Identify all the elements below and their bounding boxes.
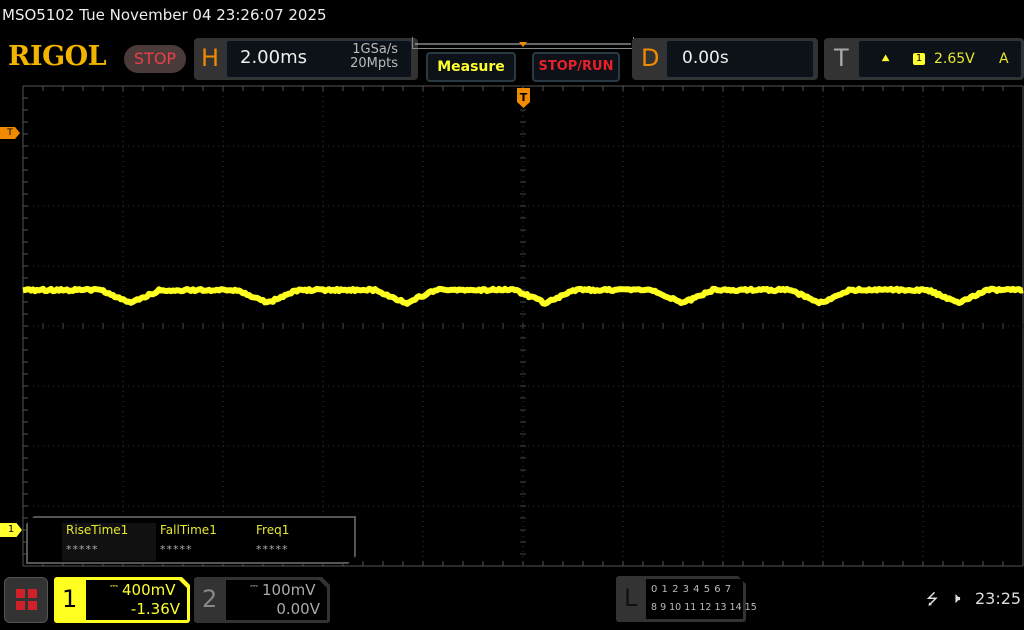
usb-icon: ⭍ [926,589,939,614]
channel2-number: 2 [202,585,217,613]
channel1-scale[interactable]: ⎓ 400mV [110,581,176,599]
measurement-falltime[interactable]: FallTime1 ***** [156,523,250,561]
measurement-panel: RiseTime1 ***** FallTime1 ***** Freq1 ***** [26,516,356,564]
logic-row-2: 8 9 10 11 12 13 14 15 [651,602,757,613]
clock: 23:25 [975,589,1021,608]
channel2-scale[interactable]: ⎓ 100mV [250,581,316,599]
measurement-value: ***** [66,543,156,556]
menu-icon[interactable] [4,577,48,623]
channel2-offset[interactable]: 0.00V [260,600,320,618]
measurement-risetime[interactable]: RiseTime1 ***** [62,523,156,561]
speaker-muted-icon[interactable]: 🕨 [951,589,960,607]
measurement-value: ***** [256,543,346,556]
measurement-value: ***** [160,543,250,556]
logic-label: L [624,584,637,612]
measurement-freq[interactable]: Freq1 ***** [252,523,346,561]
measurement-name: FallTime1 [160,523,250,537]
channel1-scale-value: 400mV [122,581,176,599]
dc-coupling-icon: ⎓ [110,581,118,592]
dc-coupling-icon: ⎓ [250,581,258,592]
channel1-number: 1 [62,585,77,613]
logic-row-1: 0 1 2 3 4 5 6 7 [651,584,732,595]
channel1-offset[interactable]: -1.36V [120,600,180,618]
channel2-scale-value: 100mV [262,581,316,599]
measurement-name: RiseTime1 [66,523,156,537]
measurement-name: Freq1 [256,523,346,537]
